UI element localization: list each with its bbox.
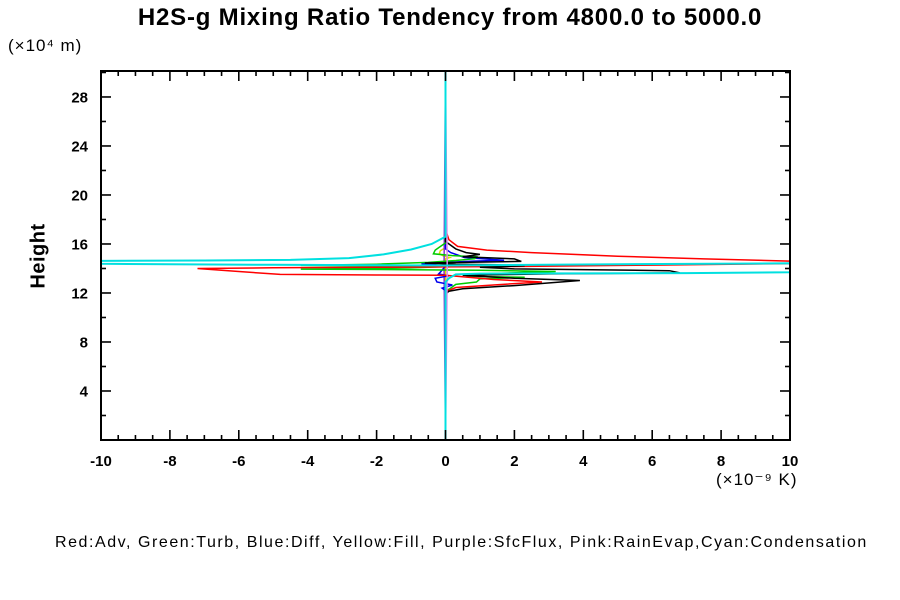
- x-axis-unit-label: (×10⁻⁹ K): [716, 470, 798, 489]
- x-tick-label: 2: [510, 453, 518, 470]
- x-tick-label: 4: [579, 453, 588, 470]
- x-tick-label: 0: [441, 453, 449, 470]
- y-tick-label: 16: [71, 236, 88, 253]
- y-axis-unit-label: (×10⁴ m): [8, 36, 83, 55]
- x-tick-label: -8: [163, 453, 176, 470]
- series-line-condensation: [101, 71, 790, 440]
- x-tick-label: -4: [301, 453, 315, 470]
- x-tick-label: 8: [717, 453, 725, 470]
- series-group: [101, 71, 790, 440]
- series-line-turb: [300, 71, 556, 440]
- x-tick-label: -10: [90, 453, 112, 470]
- y-tick-label: 8: [80, 334, 88, 351]
- y-tick-label: 20: [71, 187, 88, 204]
- series-line-total: [424, 71, 680, 440]
- y-tick-label: 24: [71, 138, 88, 155]
- chart-title: H2S-g Mixing Ratio Tendency from 4800.0 …: [137, 4, 763, 31]
- legend-text: Red:Adv, Green:Turb, Blue:Diff, Yellow:F…: [55, 534, 868, 551]
- x-tick-label: -2: [370, 453, 383, 470]
- series-line-adv: [197, 71, 790, 440]
- y-tick-label: 4: [80, 383, 89, 400]
- y-tick-label: 28: [71, 89, 88, 106]
- x-tick-label: -6: [232, 453, 245, 470]
- y-tick-label: 12: [71, 285, 88, 302]
- x-tick-label: 10: [782, 453, 799, 470]
- x-tick-label: 6: [648, 453, 656, 470]
